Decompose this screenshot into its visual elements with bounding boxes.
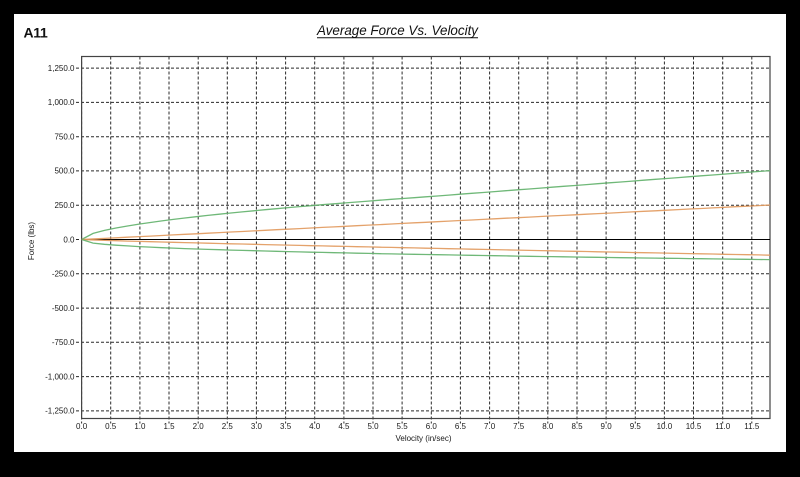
svg-text:-1,250.0: -1,250.0 bbox=[45, 407, 75, 416]
svg-text:5.0: 5.0 bbox=[367, 422, 379, 431]
svg-text:0.5: 0.5 bbox=[105, 422, 117, 431]
svg-text:1,000.0: 1,000.0 bbox=[48, 98, 75, 107]
svg-text:2.0: 2.0 bbox=[193, 422, 205, 431]
svg-text:9.0: 9.0 bbox=[601, 422, 613, 431]
svg-text:-750.0: -750.0 bbox=[52, 338, 75, 347]
svg-text:6.0: 6.0 bbox=[426, 422, 438, 431]
svg-text:-250.0: -250.0 bbox=[52, 270, 75, 279]
svg-text:3.0: 3.0 bbox=[251, 422, 263, 431]
svg-text:7.5: 7.5 bbox=[513, 422, 525, 431]
svg-text:4.0: 4.0 bbox=[309, 422, 321, 431]
svg-text:11.5: 11.5 bbox=[744, 422, 760, 431]
svg-text:7.0: 7.0 bbox=[484, 422, 496, 431]
svg-text:250.0: 250.0 bbox=[54, 201, 75, 210]
svg-text:1.0: 1.0 bbox=[134, 422, 146, 431]
svg-text:0.0: 0.0 bbox=[76, 422, 88, 431]
svg-text:0.0: 0.0 bbox=[63, 235, 75, 244]
svg-text:8.5: 8.5 bbox=[571, 422, 583, 431]
svg-text:A11: A11 bbox=[24, 25, 49, 41]
svg-text:3.5: 3.5 bbox=[280, 422, 292, 431]
svg-text:2.5: 2.5 bbox=[222, 422, 234, 431]
svg-text:9.5: 9.5 bbox=[630, 422, 642, 431]
svg-text:1.5: 1.5 bbox=[163, 422, 175, 431]
svg-text:500.0: 500.0 bbox=[54, 167, 75, 176]
svg-text:Average Force Vs. Velocity: Average Force Vs. Velocity bbox=[316, 22, 479, 38]
svg-text:8.0: 8.0 bbox=[542, 422, 554, 431]
svg-text:750.0: 750.0 bbox=[54, 133, 75, 142]
svg-text:-1,000.0: -1,000.0 bbox=[45, 372, 75, 381]
svg-text:11.0: 11.0 bbox=[715, 422, 731, 431]
svg-text:10.5: 10.5 bbox=[686, 422, 702, 431]
svg-text:6.5: 6.5 bbox=[455, 422, 467, 431]
svg-text:-500.0: -500.0 bbox=[52, 304, 75, 313]
svg-text:10.0: 10.0 bbox=[657, 422, 673, 431]
svg-text:1,250.0: 1,250.0 bbox=[48, 64, 75, 73]
svg-text:5.5: 5.5 bbox=[397, 422, 409, 431]
svg-text:4.5: 4.5 bbox=[338, 422, 350, 431]
svg-text:Force (lbs): Force (lbs) bbox=[27, 222, 36, 261]
svg-text:Velocity (in/sec): Velocity (in/sec) bbox=[395, 434, 451, 443]
